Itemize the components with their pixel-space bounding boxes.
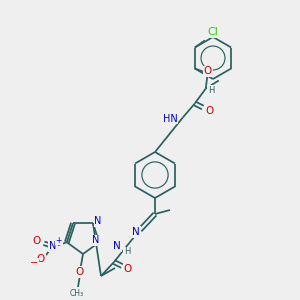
Text: O: O <box>37 254 45 264</box>
Text: −: − <box>30 258 38 268</box>
Text: O: O <box>33 236 41 246</box>
Text: Cl: Cl <box>208 27 218 37</box>
Text: O: O <box>76 267 84 277</box>
Text: O: O <box>124 264 132 274</box>
Text: N: N <box>94 216 102 226</box>
Text: H: H <box>124 248 130 256</box>
Text: CH₃: CH₃ <box>70 289 84 298</box>
Text: N: N <box>132 227 140 237</box>
Text: N: N <box>92 235 100 245</box>
Text: H: H <box>208 86 214 95</box>
Text: N: N <box>49 241 56 251</box>
Text: O: O <box>206 106 214 116</box>
Text: HN: HN <box>163 113 178 124</box>
Text: O: O <box>204 67 212 76</box>
Text: N: N <box>113 241 121 251</box>
Text: +: + <box>56 236 62 245</box>
